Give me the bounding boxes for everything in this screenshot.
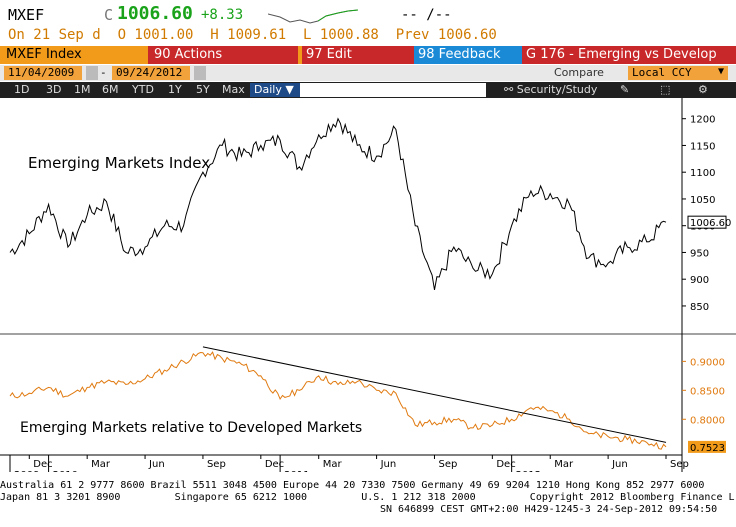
- x-tick-label: Jun: [148, 459, 165, 470]
- actions-menu[interactable]: 90 Actions: [148, 46, 298, 64]
- x-tick-label: Jun: [380, 459, 397, 470]
- x-tick-label: Dec: [265, 459, 284, 470]
- security-study-button[interactable]: ⚯ Security/Study: [504, 82, 597, 98]
- period-ytd[interactable]: YTD: [132, 83, 154, 96]
- index-series-line: [9, 117, 667, 290]
- end-date-field[interactable]: 09/24/2012: [112, 66, 190, 80]
- x-tick-label: Sep: [438, 459, 457, 470]
- annotate-icon[interactable]: ✎: [620, 83, 630, 96]
- edit-menu[interactable]: 97 Edit: [302, 46, 414, 64]
- frequency-label: Daily: [254, 83, 282, 96]
- chevron-down-icon[interactable]: ▼: [718, 66, 725, 77]
- x-tick-label: Mar: [554, 459, 574, 470]
- index-title: Emerging Markets Index: [28, 154, 210, 172]
- y-tick-label: 900: [690, 275, 709, 286]
- x-tick-label: Mar: [91, 459, 111, 470]
- start-date-field[interactable]: 11/04/2009: [4, 66, 82, 80]
- edit-chart-icon[interactable]: ⬚: [660, 83, 671, 96]
- chart-title: G 176 - Emerging vs Develop: [522, 46, 736, 64]
- study-icon: ⚯: [504, 83, 517, 96]
- feedback-button[interactable]: 98 Feedback: [414, 46, 522, 64]
- year-label: 2011: [284, 470, 309, 472]
- svg-text:1006.60: 1006.60: [690, 218, 731, 229]
- period-6m[interactable]: 6M: [102, 83, 119, 96]
- quote-bar: MXEF C 1006.60 +8.33 -- /-- On 21 Sep d …: [0, 0, 736, 48]
- period-max[interactable]: Max: [222, 83, 245, 96]
- footer-line-1: Australia 61 2 9777 8600 Brazil 5511 304…: [0, 480, 705, 491]
- security-field[interactable]: MXEF Index: [0, 46, 130, 64]
- x-tick-label: Dec: [496, 459, 515, 470]
- relative-title: Emerging Markets relative to Developed M…: [20, 420, 362, 436]
- gear-icon[interactable]: ⚙: [698, 83, 708, 96]
- y-tick-label: 850: [690, 302, 709, 313]
- currency-select[interactable]: Local CCY: [628, 66, 728, 80]
- calendar-icon[interactable]: [194, 66, 206, 80]
- x-tick-label: Mar: [323, 459, 343, 470]
- frequency-select[interactable]: Daily ▼: [250, 83, 300, 97]
- footer-line-3: SN 646899 CEST GMT+2:00 H429-1245-3 24-S…: [380, 504, 718, 515]
- ticker-symbol: MXEF: [8, 6, 45, 24]
- y-tick-label: 950: [690, 248, 709, 259]
- period-5y[interactable]: 5Y: [196, 83, 210, 96]
- period-1y[interactable]: 1Y: [168, 83, 182, 96]
- year-label: 2012: [516, 470, 541, 472]
- y-tick-label: 1050: [690, 195, 715, 206]
- y-tick-label: 1200: [690, 115, 715, 126]
- period-1d[interactable]: 1D: [14, 83, 30, 96]
- quote-detail: On 21 Sep d O 1001.00 H 1009.61 L 1000.8…: [8, 27, 497, 43]
- compare-button[interactable]: Compare: [554, 66, 604, 79]
- quote-time: -- /--: [401, 7, 452, 23]
- calendar-icon[interactable]: [86, 66, 98, 80]
- year-label: 2009: [14, 470, 39, 472]
- period-3d[interactable]: 3D: [46, 83, 62, 96]
- y-tick-label: 1150: [690, 141, 715, 152]
- x-tick-label: Jun: [611, 459, 628, 470]
- x-tick-label: Sep: [670, 459, 689, 470]
- date-separator: -: [100, 66, 107, 79]
- year-label: 2010: [53, 470, 78, 472]
- date-row: [0, 65, 736, 81]
- close-flag: C: [104, 6, 114, 24]
- y-tick-label: 1100: [690, 168, 715, 179]
- chart-canvas: Emerging Markets Index Emerging Markets …: [0, 98, 736, 472]
- svg-text:0.7523: 0.7523: [690, 443, 725, 454]
- y-tick-label: 0.9000: [690, 357, 725, 368]
- y-tick-label: 0.8500: [690, 386, 725, 397]
- price-change: +8.33: [201, 7, 244, 23]
- command-input[interactable]: [300, 83, 486, 97]
- relative-series-line: [9, 351, 667, 450]
- security-study-label: Security/Study: [516, 83, 598, 96]
- scroll-icon[interactable]: «: [478, 82, 485, 95]
- last-value-badge-relative: 0.7523: [688, 440, 726, 454]
- period-1m[interactable]: 1M: [74, 83, 91, 96]
- trendline: [202, 346, 667, 443]
- x-tick-label: Sep: [207, 459, 226, 470]
- sparkline-icon: [268, 9, 358, 24]
- footer-line-2: Japan 81 3 3201 8900 Singapore 65 6212 1…: [0, 492, 736, 503]
- last-value-badge-index: 1006.60: [687, 215, 731, 229]
- last-price: 1006.60: [117, 3, 193, 24]
- y-tick-label: 0.8000: [690, 415, 725, 426]
- x-tick-label: Dec: [33, 459, 52, 470]
